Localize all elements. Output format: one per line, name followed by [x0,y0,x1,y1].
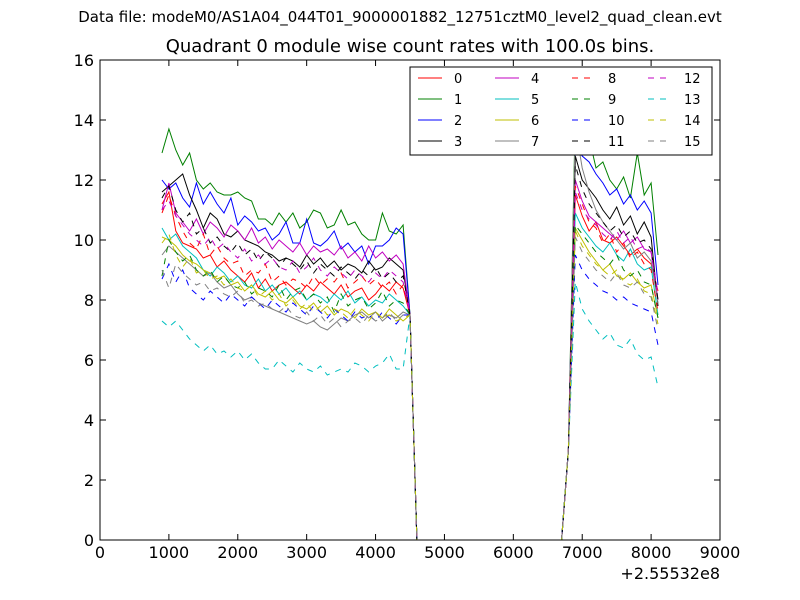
series-line-7 [161,125,659,541]
series-line-9 [161,223,659,541]
x-tick-label: 8000 [631,543,672,562]
series-line-12 [161,191,659,541]
y-tick-label: 8 [84,291,94,310]
legend-box [409,66,713,156]
legend-label-13: 13 [684,93,701,108]
y-tick-label: 10 [74,231,94,250]
x-tick-label: 7000 [562,543,603,562]
legend-label-5: 5 [531,93,539,108]
series-line-8 [161,185,659,541]
series-layer [161,112,659,541]
x-tick-label: 4000 [355,543,396,562]
legend-label-4: 4 [531,72,539,87]
legend-label-9: 9 [608,93,616,108]
legend-label-0: 0 [454,72,462,87]
series-line-13 [161,281,659,541]
legend-label-8: 8 [608,72,616,87]
y-tick-label: 0 [84,531,94,550]
legend-label-7: 7 [531,135,539,150]
series-line-1 [161,112,659,541]
x-tick-label: 1000 [149,543,190,562]
series-line-3 [161,155,659,541]
x-axis-offset-label: +2.55532e8 [620,564,720,583]
legend-label-10: 10 [608,114,625,129]
y-tick-label: 14 [74,111,94,130]
figure-title: Data file: modeM0/AS1A04_044T01_90000018… [78,8,722,26]
series-line-4 [161,179,659,541]
series-line-11 [161,164,659,541]
y-tick-label: 12 [74,171,94,190]
legend-label-1: 1 [454,93,462,108]
chart-title: Quadrant 0 module wise count rates with … [165,36,655,57]
series-line-6 [161,226,659,541]
y-tick-label: 16 [74,51,94,70]
legend-label-2: 2 [454,114,462,129]
x-tick-label: 9000 [700,543,741,562]
axis-ticks: 0 1000 2000 3000 4000 5000 6000 7000 8000 9000 0 2 4… [74,51,741,562]
legend-label-3: 3 [454,135,462,150]
x-tick-label: 0 [95,543,105,562]
series-line-0 [161,190,659,541]
legend-label-15: 15 [684,135,701,150]
legend-label-6: 6 [531,114,539,129]
series-line-14 [161,230,659,541]
legend-label-12: 12 [684,72,701,87]
series-line-5 [161,212,659,541]
x-tick-label: 3000 [286,543,327,562]
y-tick-label: 2 [84,471,94,490]
x-tick-label: 6000 [493,543,534,562]
x-tick-label: 5000 [424,543,465,562]
x-tick-label: 2000 [217,543,258,562]
legend-label-11: 11 [608,135,625,150]
y-tick-label: 6 [84,351,94,370]
y-tick-label: 4 [84,411,94,430]
series-line-10 [161,254,659,541]
legend-label-14: 14 [684,114,701,129]
series-line-2 [161,142,659,541]
